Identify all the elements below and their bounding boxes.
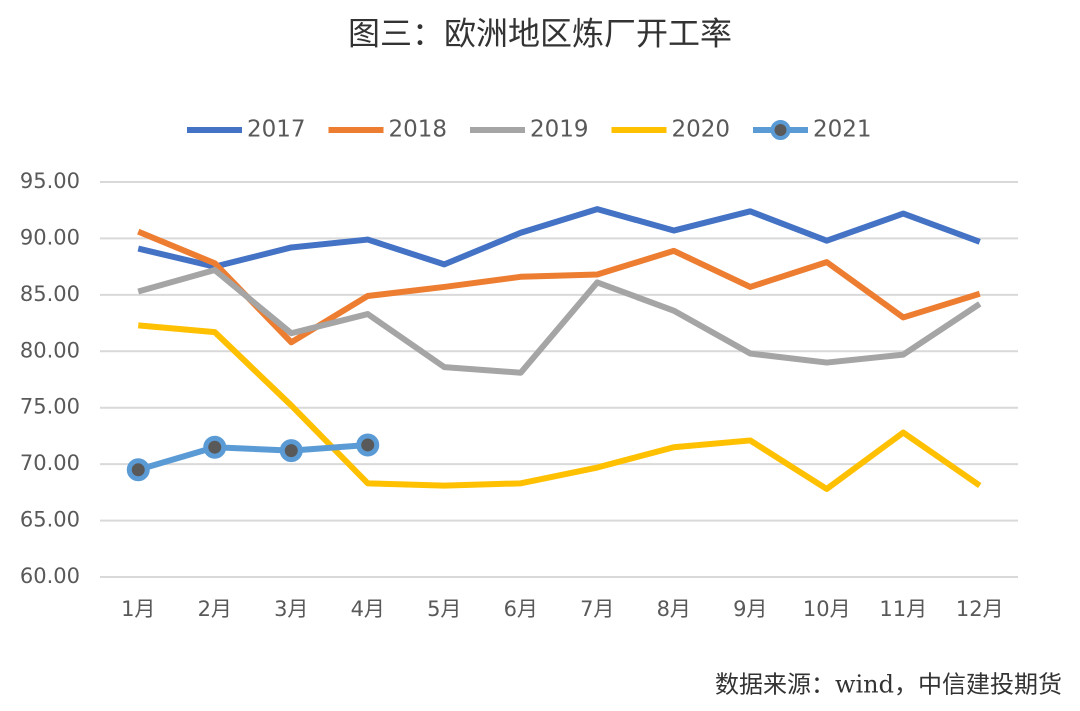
x-tick-label: 9月 <box>733 597 767 621</box>
series-line <box>137 322 982 492</box>
point-marker <box>356 433 380 457</box>
point-marker <box>126 458 150 482</box>
y-tick-label: 70.00 <box>20 451 80 475</box>
legend-label: 2017 <box>247 117 306 143</box>
point-marker <box>279 439 303 463</box>
series-line <box>137 206 981 270</box>
legend-label: 2020 <box>672 117 731 143</box>
x-tick-label: 6月 <box>504 597 538 621</box>
series-line <box>137 441 368 473</box>
x-tick-label: 11月 <box>879 597 927 621</box>
x-tick-label: 2月 <box>198 597 232 621</box>
y-tick-label: 65.00 <box>20 508 80 532</box>
point-marker <box>203 435 227 459</box>
x-tick-label: 4月 <box>351 597 385 621</box>
x-tick-label: 3月 <box>274 597 308 621</box>
x-tick-label: 8月 <box>657 597 691 621</box>
y-tick-label: 60.00 <box>20 564 80 588</box>
y-tick-label: 85.00 <box>20 282 80 306</box>
x-tick-label: 7月 <box>580 597 614 621</box>
legend-label: 2018 <box>389 117 448 143</box>
y-tick-label: 75.00 <box>20 395 80 419</box>
source-note: 数据来源：wind，中信建投期货 <box>715 671 1062 699</box>
y-tick-label: 80.00 <box>20 338 80 362</box>
legend-marker <box>770 120 791 140</box>
legend-label: 2021 <box>813 117 872 143</box>
series-line <box>137 228 981 346</box>
y-tick-label: 90.00 <box>20 225 80 249</box>
x-tick-label: 10月 <box>803 597 851 621</box>
x-tick-label: 12月 <box>956 597 1004 621</box>
x-tick-label: 1月 <box>121 597 155 621</box>
x-tick-label: 5月 <box>427 597 461 621</box>
series-line <box>137 267 982 376</box>
chart-title: 图三：欧洲地区炼厂开工率 <box>348 15 732 53</box>
legend-label: 2019 <box>530 117 589 143</box>
y-tick-label: 95.00 <box>20 169 80 193</box>
